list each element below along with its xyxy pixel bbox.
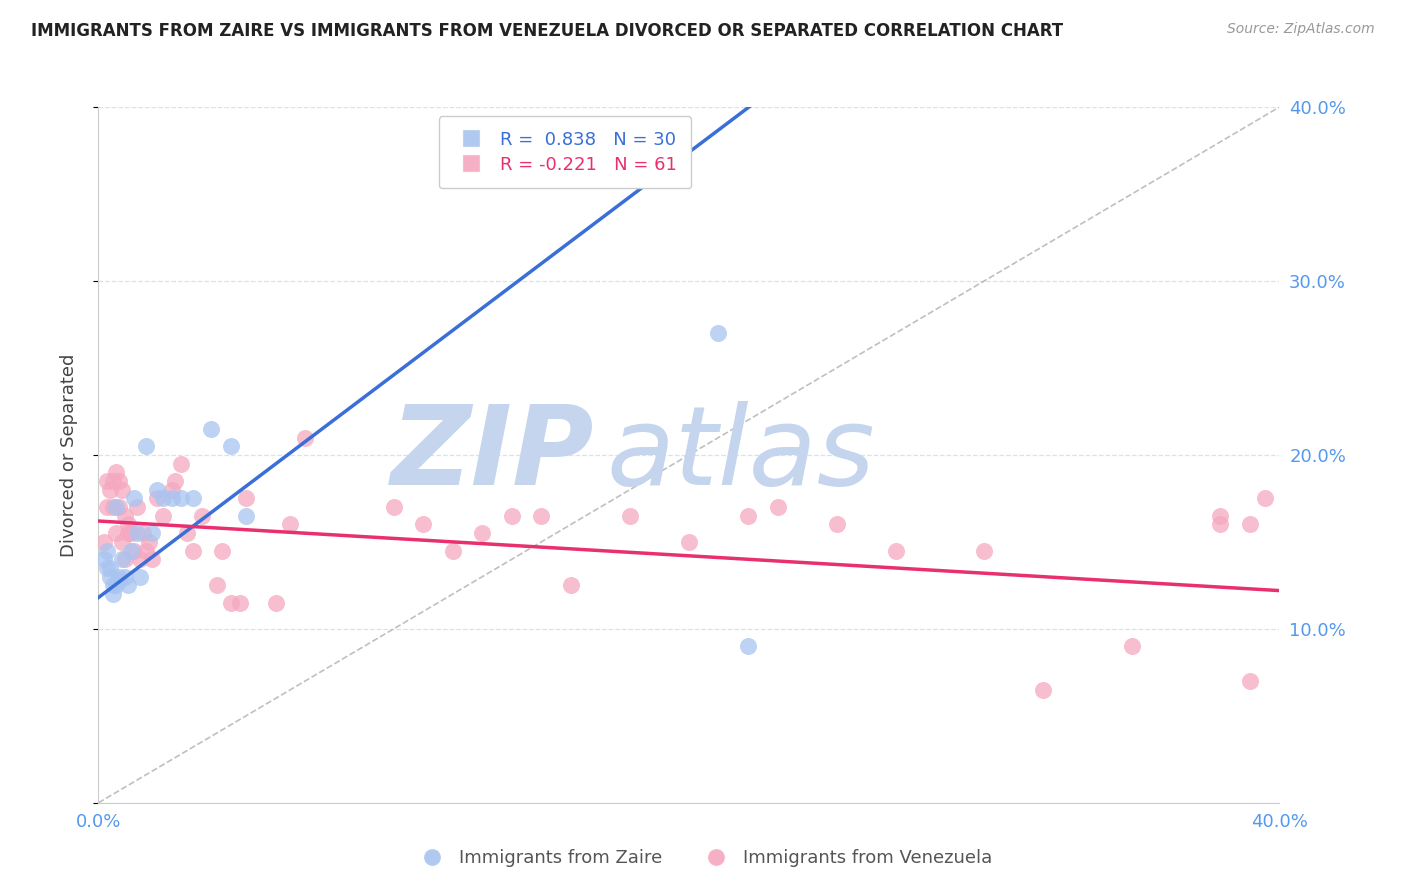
Point xyxy=(93,552,115,566)
Point xyxy=(162,483,183,497)
Point xyxy=(122,491,145,506)
Point xyxy=(120,526,142,541)
Point xyxy=(1239,674,1261,689)
Point xyxy=(229,596,252,610)
Point xyxy=(973,543,995,558)
Point xyxy=(280,517,302,532)
Point xyxy=(211,543,233,558)
Point xyxy=(96,474,118,488)
Point xyxy=(619,508,641,523)
Point xyxy=(103,474,125,488)
Point xyxy=(294,430,316,444)
Text: ZIP: ZIP xyxy=(391,401,595,508)
Y-axis label: Divorced or Separated: Divorced or Separated xyxy=(59,353,77,557)
Point xyxy=(707,326,730,340)
Point xyxy=(128,552,150,566)
Point xyxy=(98,561,121,575)
Point xyxy=(152,508,174,523)
Point xyxy=(441,543,464,558)
Point xyxy=(146,483,169,497)
Point xyxy=(530,508,553,523)
Point xyxy=(170,491,193,506)
Point xyxy=(111,534,134,549)
Point xyxy=(1254,491,1277,506)
Point xyxy=(114,552,136,566)
Point xyxy=(117,526,139,541)
Point xyxy=(170,457,193,471)
Point xyxy=(96,561,118,575)
Point xyxy=(105,578,128,592)
Point xyxy=(678,534,700,549)
Point xyxy=(132,526,155,541)
Point xyxy=(108,570,131,584)
Point xyxy=(382,500,405,514)
Legend: Immigrants from Zaire, Immigrants from Venezuela: Immigrants from Zaire, Immigrants from V… xyxy=(406,842,1000,874)
Point xyxy=(176,526,198,541)
Point xyxy=(108,500,131,514)
Point xyxy=(884,543,907,558)
Point xyxy=(125,500,148,514)
Point xyxy=(96,500,118,514)
Point xyxy=(103,578,125,592)
Point xyxy=(138,534,160,549)
Point xyxy=(122,543,145,558)
Point xyxy=(1209,508,1232,523)
Point xyxy=(766,500,789,514)
Point xyxy=(128,570,150,584)
Point xyxy=(98,483,121,497)
Point xyxy=(96,543,118,558)
Point xyxy=(111,483,134,497)
Point xyxy=(221,596,243,610)
Text: atlas: atlas xyxy=(606,401,875,508)
Point xyxy=(105,526,128,541)
Legend: R =  0.838   N = 30, R = -0.221   N = 61: R = 0.838 N = 30, R = -0.221 N = 61 xyxy=(439,116,692,188)
Point xyxy=(165,474,187,488)
Point xyxy=(560,578,582,592)
Point xyxy=(181,491,204,506)
Point xyxy=(1239,517,1261,532)
Point xyxy=(141,552,163,566)
Point xyxy=(1209,517,1232,532)
Point xyxy=(221,439,243,453)
Point xyxy=(120,543,142,558)
Point xyxy=(108,573,131,587)
Point xyxy=(737,508,759,523)
Point xyxy=(108,474,131,488)
Point xyxy=(412,517,434,532)
Point xyxy=(501,508,523,523)
Point xyxy=(111,552,134,566)
Point xyxy=(200,422,222,436)
Point xyxy=(1121,639,1143,653)
Point xyxy=(152,491,174,506)
Point xyxy=(105,500,128,514)
Point xyxy=(1032,682,1054,697)
Point xyxy=(103,587,125,601)
Point xyxy=(235,508,257,523)
Point xyxy=(93,534,115,549)
Point xyxy=(117,578,139,592)
Point xyxy=(825,517,848,532)
Point xyxy=(235,491,257,506)
Point xyxy=(117,517,139,532)
Point xyxy=(103,500,125,514)
Point xyxy=(135,543,157,558)
Point xyxy=(737,639,759,653)
Point xyxy=(135,439,157,453)
Point xyxy=(125,526,148,541)
Point xyxy=(205,578,228,592)
Point xyxy=(146,491,169,506)
Point xyxy=(114,570,136,584)
Point xyxy=(105,466,128,480)
Text: IMMIGRANTS FROM ZAIRE VS IMMIGRANTS FROM VENEZUELA DIVORCED OR SEPARATED CORRELA: IMMIGRANTS FROM ZAIRE VS IMMIGRANTS FROM… xyxy=(31,22,1063,40)
Point xyxy=(98,570,121,584)
Point xyxy=(264,596,287,610)
Point xyxy=(191,508,214,523)
Point xyxy=(114,508,136,523)
Point xyxy=(471,526,494,541)
Text: Source: ZipAtlas.com: Source: ZipAtlas.com xyxy=(1227,22,1375,37)
Point xyxy=(181,543,204,558)
Point xyxy=(162,491,183,506)
Point xyxy=(141,526,163,541)
